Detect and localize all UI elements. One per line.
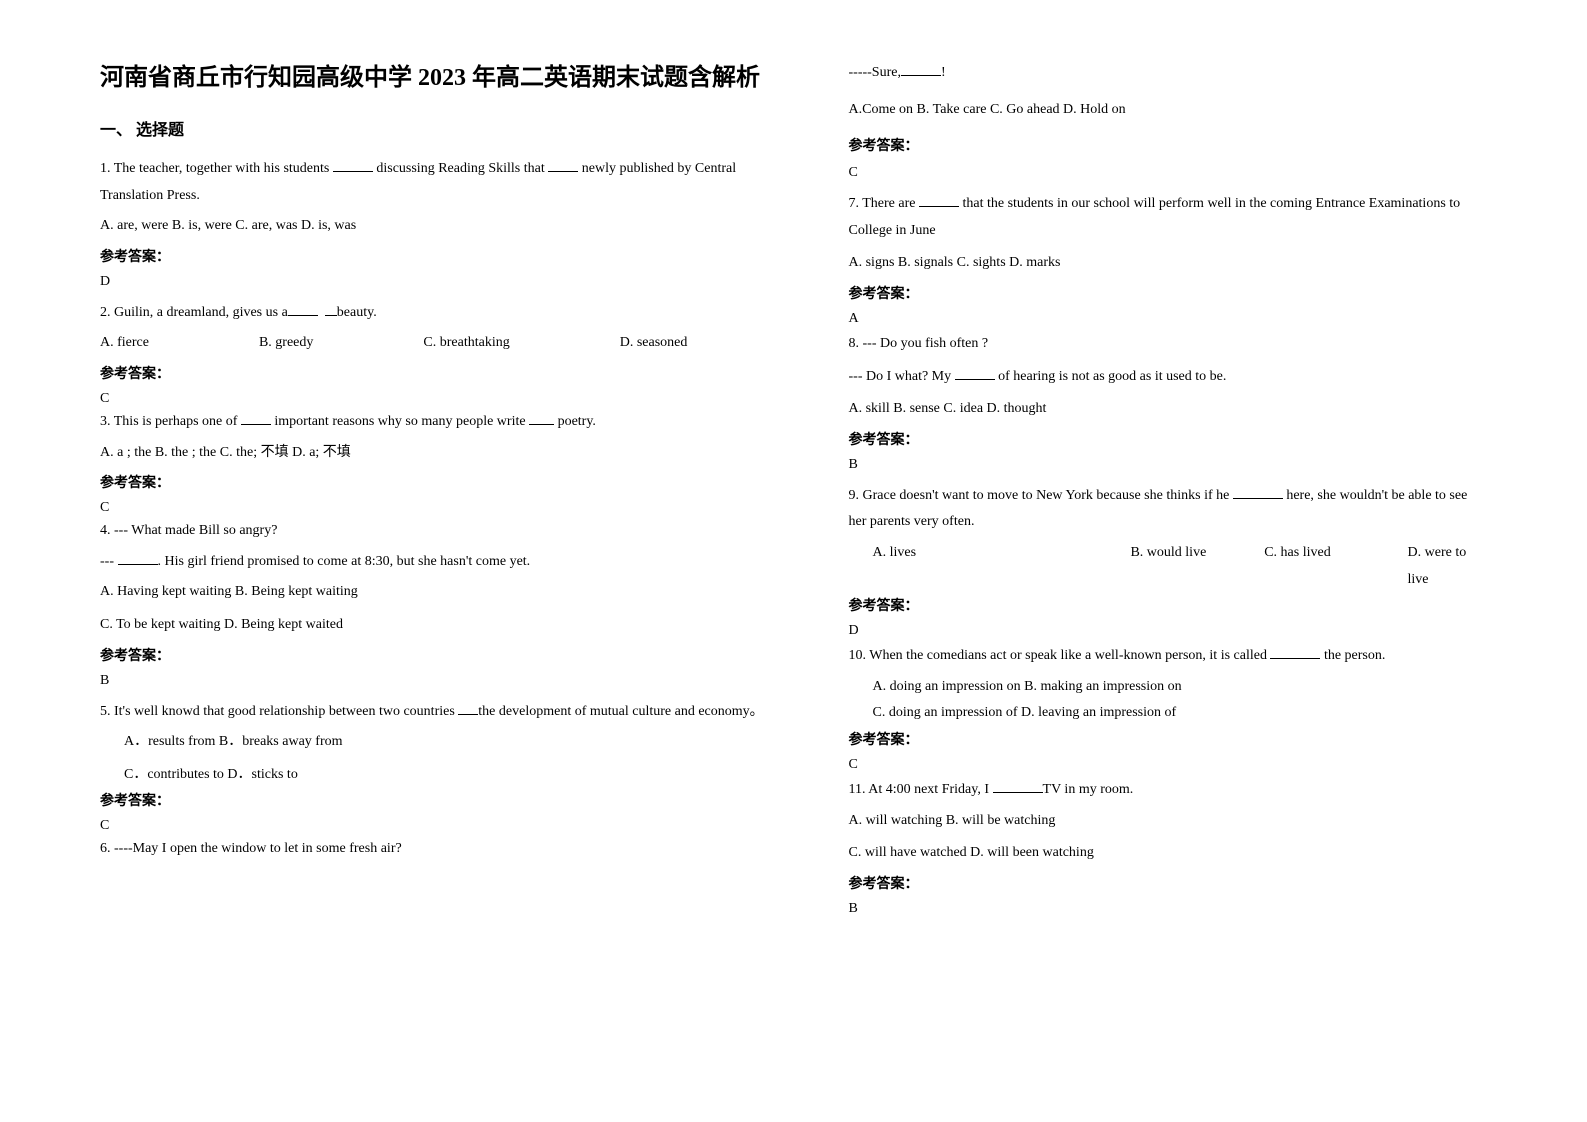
options-10-2: C. doing an impression of D. leaving an … — [849, 700, 1488, 727]
blank — [993, 779, 1043, 793]
answer-2: C — [100, 391, 779, 407]
question-4a: 4. --- What made Bill so angry? — [100, 518, 779, 545]
answer-label: 参考答案： — [849, 595, 1488, 615]
answer-label: 参考答案： — [849, 135, 1488, 155]
answer-5: C — [100, 818, 779, 834]
right-column: -----Sure,! A.Come on B. Take care C. Go… — [819, 60, 1538, 1082]
answer-3: C — [100, 500, 779, 516]
answer-label: 参考答案： — [100, 645, 779, 665]
answer-10: C — [849, 757, 1488, 773]
question-11: 11. At 4:00 next Friday, I TV in my room… — [849, 777, 1488, 804]
answer-8: B — [849, 457, 1488, 473]
blank — [325, 302, 337, 316]
question-9: 9. Grace doesn't want to move to New Yor… — [849, 483, 1488, 536]
question-4b: --- . His girl friend promised to come a… — [100, 549, 779, 576]
document-title: 河南省商丘市行知园高级中学 2023 年高二英语期末试题含解析 — [100, 60, 779, 96]
answer-label: 参考答案： — [100, 363, 779, 383]
answer-6: C — [849, 165, 1488, 181]
answer-label: 参考答案： — [849, 283, 1488, 303]
left-column: 河南省商丘市行知园高级中学 2023 年高二英语期末试题含解析 一、 选择题 1… — [100, 60, 819, 1082]
question-3: 3. This is perhaps one of important reas… — [100, 409, 779, 436]
blank — [548, 158, 578, 172]
blank — [1270, 645, 1320, 659]
answer-1: D — [100, 274, 779, 290]
answer-7: A — [849, 311, 1488, 327]
answer-label: 参考答案： — [849, 429, 1488, 449]
answer-label: 参考答案： — [100, 790, 779, 810]
answer-label: 参考答案： — [100, 472, 779, 492]
question-2: 2. Guilin, a dreamland, gives us a beaut… — [100, 300, 779, 327]
question-7: 7. There are that the students in our sc… — [849, 191, 1488, 244]
answer-label: 参考答案： — [849, 729, 1488, 749]
blank — [529, 411, 554, 425]
options-11-1: A. will watching B. will be watching — [849, 808, 1488, 835]
question-6a: 6. ----May I open the window to let in s… — [100, 836, 779, 863]
question-8b: --- Do I what? My of hearing is not as g… — [849, 364, 1488, 391]
options-4-2: C. To be kept waiting D. Being kept wait… — [100, 612, 779, 639]
blank — [118, 551, 158, 565]
blank — [1233, 485, 1283, 499]
options-9: A. lives B. would live C. has lived D. w… — [849, 540, 1488, 593]
options-11-2: C. will have watched D. will been watchi… — [849, 840, 1488, 867]
blank — [919, 193, 959, 207]
question-8a: 8. --- Do you fish often ? — [849, 331, 1488, 358]
question-10: 10. When the comedians act or speak like… — [849, 643, 1488, 670]
options-5-2: C．contributes to D．sticks to — [100, 762, 779, 789]
blank — [955, 366, 995, 380]
question-1: 1. The teacher, together with his studen… — [100, 156, 779, 209]
answer-9: D — [849, 623, 1488, 639]
options-3: A. a ; the B. the ; the C. the; 不填 D. a;… — [100, 440, 779, 467]
options-1: A. are, were B. is, were C. are, was D. … — [100, 213, 779, 240]
question-6b: -----Sure,! — [849, 60, 1488, 87]
options-6: A.Come on B. Take care C. Go ahead D. Ho… — [849, 97, 1488, 124]
answer-4: B — [100, 673, 779, 689]
blank — [241, 411, 271, 425]
options-5-1: A．results from B．breaks away from — [100, 729, 779, 756]
options-7: A. signs B. signals C. sights D. marks — [849, 250, 1488, 277]
blank — [901, 62, 941, 76]
blank — [458, 701, 478, 715]
answer-11: B — [849, 901, 1488, 917]
options-4-1: A. Having kept waiting B. Being kept wai… — [100, 579, 779, 606]
section-heading: 一、 选择题 — [100, 116, 779, 140]
answer-label: 参考答案： — [849, 873, 1488, 893]
question-5: 5. It's well knowd that good relationshi… — [100, 699, 779, 726]
options-2: A. fierce B. greedy C. breathtaking D. s… — [100, 330, 779, 357]
answer-label: 参考答案： — [100, 246, 779, 266]
blank — [288, 302, 318, 316]
options-8: A. skill B. sense C. idea D. thought — [849, 396, 1488, 423]
blank — [333, 158, 373, 172]
options-10-1: A. doing an impression on B. making an i… — [849, 674, 1488, 701]
